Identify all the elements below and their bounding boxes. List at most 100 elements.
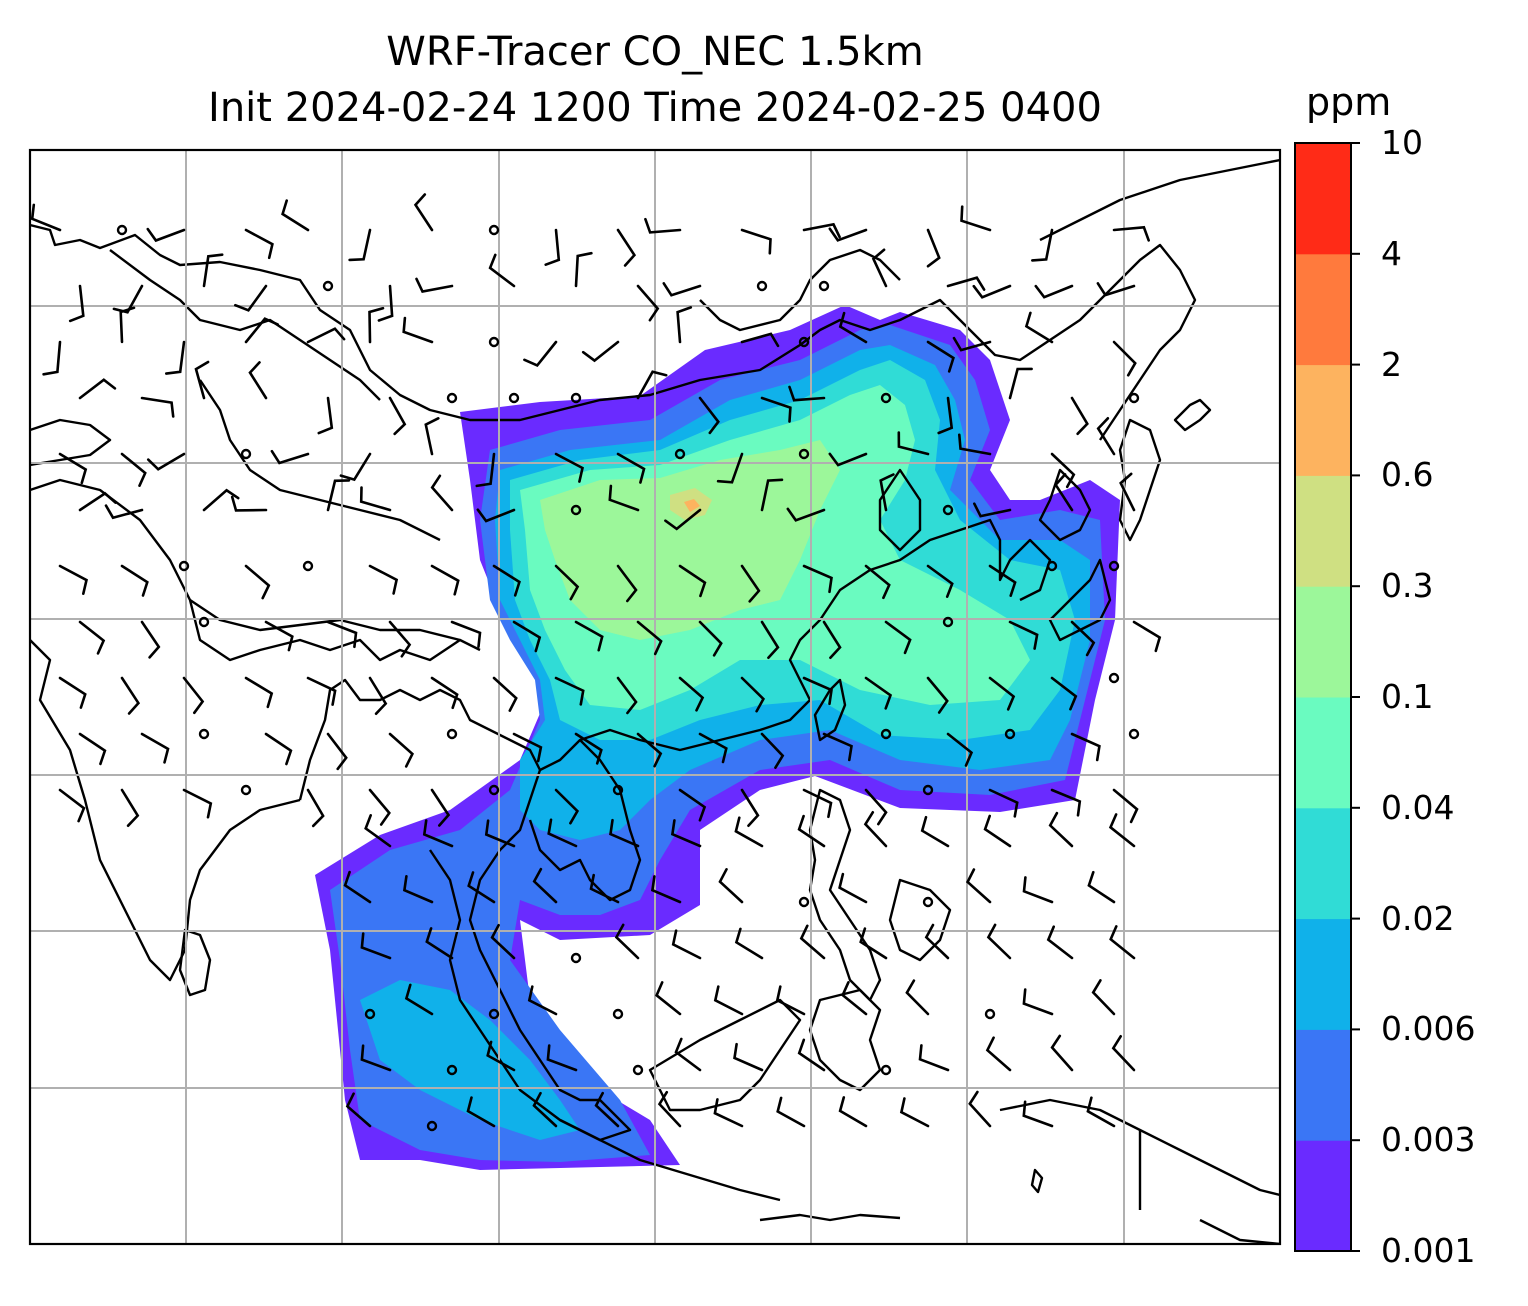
wind-barb [786, 507, 826, 522]
colorbar-segment [1295, 143, 1351, 255]
wind-barb [430, 564, 460, 596]
wind-barb [244, 317, 279, 344]
wind-barb [120, 452, 147, 487]
wind-barb [797, 814, 826, 848]
calm-wind-circle [198, 728, 210, 740]
wind-barb [733, 1042, 764, 1072]
wind-barb [554, 788, 580, 825]
calm-wind-circle [322, 280, 334, 292]
wind-barb [650, 875, 682, 904]
colorbar-segment [1295, 1140, 1351, 1252]
wind-barb [671, 929, 702, 960]
wind-barb [1119, 472, 1136, 512]
wind-barb [589, 873, 620, 904]
wind-barb [484, 819, 516, 848]
wind-barb [594, 1091, 620, 1128]
wind-barb [698, 396, 720, 435]
wind-barb [926, 676, 949, 714]
wind-barb [926, 228, 941, 268]
wind-barb [799, 924, 826, 960]
calm-wind-circle [984, 1008, 996, 1020]
map-frame [28, 148, 1282, 1246]
wind-barb [788, 385, 826, 402]
wind-barb [488, 253, 516, 288]
wind-barb [140, 620, 161, 659]
calm-wind-circle [178, 560, 190, 572]
wind-barb [972, 284, 1012, 299]
wind-barb [348, 228, 372, 262]
calm-wind-circle [1128, 392, 1140, 404]
wind-barb [1034, 284, 1074, 299]
wind-barb [492, 676, 518, 712]
wind-barb [879, 473, 895, 512]
wind-barb [1070, 620, 1096, 657]
wind-barb [140, 732, 170, 764]
wind-barb [828, 452, 868, 467]
colorbar-unit: ppm [1306, 80, 1392, 124]
calm-wind-circle [446, 728, 458, 740]
wind-barb [194, 360, 210, 400]
wind-barb [425, 927, 454, 960]
wind-barb [713, 1098, 744, 1128]
wind-barb [476, 508, 516, 523]
wind-barb [244, 564, 271, 600]
wind-barb [388, 620, 412, 658]
wind-barb [952, 336, 992, 352]
calm-wind-circle [818, 280, 830, 292]
wind-barb [415, 277, 454, 293]
wind-barb [636, 370, 668, 400]
wind-barb [306, 676, 337, 706]
wind-barb [104, 504, 144, 520]
wind-barb [182, 788, 213, 819]
calm-wind-circle [1108, 560, 1120, 572]
calm-wind-circle [674, 448, 686, 460]
wind-barb [512, 620, 542, 653]
wind-barb [937, 396, 954, 435]
wind-barb [544, 228, 561, 266]
wind-barb [616, 564, 638, 603]
wind-barb [165, 340, 186, 375]
calm-wind-circle [922, 784, 934, 796]
wind-barb [988, 788, 1019, 818]
wind-barb [760, 620, 780, 659]
wind-barb [946, 732, 974, 767]
wind-barb [424, 417, 440, 456]
wind-barb [306, 788, 325, 828]
wind-barb [430, 788, 451, 827]
wind-barb [775, 985, 806, 1016]
wind-barb [946, 276, 986, 291]
calm-wind-circle [880, 1064, 892, 1076]
calm-wind-circle [880, 392, 892, 404]
calm-wind-circle [570, 504, 582, 516]
wind-barb [616, 676, 638, 715]
wind-barb [490, 923, 516, 960]
wind-barb [616, 452, 646, 484]
colorbar-tick-label: 0.04 [1381, 787, 1455, 827]
wind-barb [388, 732, 415, 768]
wind-barb [574, 620, 604, 652]
calm-wind-circle [632, 1064, 644, 1076]
wind-barb [202, 488, 240, 512]
wind-barb [466, 1096, 496, 1128]
wind-barb [740, 332, 780, 348]
wind-barb [973, 502, 1012, 518]
wind-barb [1024, 311, 1054, 344]
wind-barb [1091, 979, 1116, 1016]
wind-barb [1096, 282, 1136, 297]
wind-barb [78, 732, 107, 766]
colorbar [1294, 142, 1360, 1252]
wind-barb [343, 870, 372, 904]
calm-wind-circle [942, 616, 954, 628]
wind-barb [1046, 925, 1074, 960]
calm-wind-circle [1128, 728, 1140, 740]
tracer-field [315, 305, 1120, 1170]
wind-barb [388, 396, 407, 436]
calm-wind-circle [880, 728, 892, 740]
wind-barb [864, 676, 893, 710]
coastlines [30, 158, 1280, 1244]
wind-barb [546, 1044, 578, 1072]
wind-barb [339, 452, 372, 482]
wind-barb [202, 253, 224, 288]
wind-barb [1112, 225, 1150, 242]
